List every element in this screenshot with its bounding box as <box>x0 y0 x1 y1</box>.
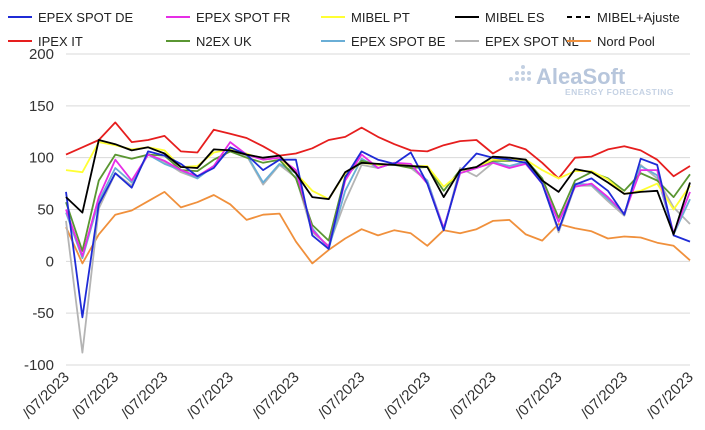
series-line <box>65 190 691 265</box>
y-tick-label: 50 <box>37 202 54 219</box>
x-tick-label: /07/2023 <box>118 369 171 422</box>
legend: EPEX SPOT DE EPEX SPOT FR MIBEL PT MIBEL ES… <box>8 10 680 49</box>
x-tick-label: /07/2023 <box>644 369 697 422</box>
x-axis-ticks: /07/2023/07/2023/07/2023/07/2023/07/2023… <box>20 369 697 422</box>
watermark-title: AleaSoft <box>536 64 626 89</box>
y-axis-ticks: 200 150 100 50 0 -50 -100 <box>24 46 54 374</box>
series-line <box>65 121 691 180</box>
legend-label: MIBEL PT <box>351 10 410 25</box>
series-line <box>65 141 691 258</box>
x-tick-label: /07/2023 <box>512 369 565 422</box>
y-tick-label: 200 <box>29 46 54 63</box>
legend-label: IPEX IT <box>38 34 83 49</box>
x-tick-label: /07/2023 <box>315 369 368 422</box>
y-tick-label: 0 <box>46 253 54 270</box>
gridlines <box>66 53 690 366</box>
legend-label: EPEX SPOT NL <box>485 34 579 49</box>
y-tick-label: -50 <box>32 305 54 322</box>
series-line <box>65 139 691 236</box>
x-tick-label: /07/2023 <box>446 369 499 422</box>
legend-label: EPEX SPOT BE <box>351 34 446 49</box>
aleasoft-logo-icon <box>509 65 531 81</box>
series-lines <box>65 121 691 354</box>
watermark-subtitle: ENERGY FORECASTING <box>565 87 674 97</box>
y-tick-label: 100 <box>29 150 54 167</box>
legend-label: EPEX SPOT FR <box>196 10 290 25</box>
aleasoft-watermark: AleaSoft ENERGY FORECASTING <box>509 64 674 97</box>
x-tick-label: /07/2023 <box>69 369 122 422</box>
legend-label: MIBEL ES <box>485 10 545 25</box>
x-tick-label: /07/2023 <box>184 369 237 422</box>
x-tick-label: /07/2023 <box>381 369 434 422</box>
x-tick-label: /07/2023 <box>20 369 73 422</box>
legend-label: Nord Pool <box>597 34 655 49</box>
y-tick-label: 150 <box>29 98 54 115</box>
series-line <box>65 148 691 354</box>
legend-label: N2EX UK <box>196 34 252 49</box>
x-tick-label: /07/2023 <box>578 369 631 422</box>
y-tick-label: -100 <box>24 357 54 374</box>
legend-label: MIBEL+Ajuste <box>597 10 680 25</box>
x-tick-label: /07/2023 <box>249 369 302 422</box>
legend-label: EPEX SPOT DE <box>38 10 133 25</box>
